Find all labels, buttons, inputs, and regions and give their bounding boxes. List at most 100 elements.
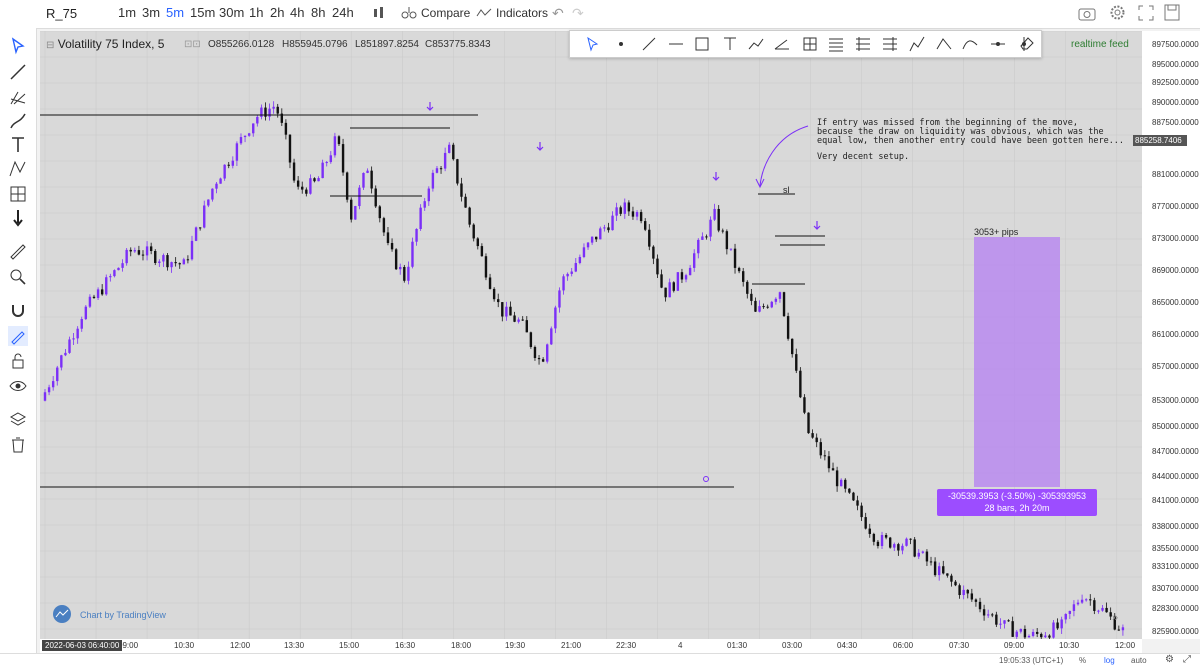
indicators-button[interactable]: Indicators (496, 6, 549, 20)
select-cursor-icon[interactable] (584, 35, 602, 53)
line-icon[interactable] (640, 35, 658, 53)
timeframe-30m[interactable]: 30m (219, 5, 245, 20)
eraser-icon[interactable] (1018, 34, 1036, 52)
redo-icon[interactable]: ↷ (572, 5, 584, 21)
callout-arrowhead (755, 178, 765, 189)
candle-body (105, 277, 108, 295)
indicators-icon[interactable] (476, 6, 492, 20)
price-tick-label: 895000.0000 (1152, 60, 1199, 69)
price-axis[interactable] (1142, 31, 1200, 639)
timeframe-8h[interactable]: 8h (311, 5, 326, 20)
alert-marker (703, 476, 709, 482)
candle-body (913, 539, 916, 557)
candle-body (578, 256, 582, 264)
path-icon[interactable] (747, 35, 765, 53)
trash-icon[interactable] (8, 435, 28, 455)
price-tick-label: 853000.0000 (1152, 396, 1199, 405)
candle-body (737, 267, 741, 272)
pitchfork-icon[interactable] (8, 87, 28, 107)
horizontal-line-icon[interactable] (989, 35, 1007, 53)
fullscreen-icon[interactable] (1138, 5, 1154, 21)
auto-toggle[interactable]: auto (1131, 656, 1147, 665)
log-toggle[interactable]: log (1104, 656, 1115, 665)
settings-icon[interactable]: ⚙ (1165, 654, 1174, 665)
candle-body (1089, 599, 1092, 601)
fullscreen-toggle-icon[interactable]: ⤢ (1183, 654, 1191, 665)
timeframe-1m[interactable]: 1m (118, 5, 137, 20)
magnet-icon[interactable] (8, 301, 28, 321)
dot-icon[interactable] (612, 35, 630, 53)
candle-body (113, 270, 116, 277)
curve-icon[interactable] (961, 35, 979, 53)
brush-icon[interactable] (8, 111, 28, 131)
timeframe-15m[interactable]: 15m (190, 5, 216, 20)
candle-body (999, 623, 1002, 625)
lock-icon[interactable] (8, 351, 28, 371)
timeframe-5m[interactable]: 5m (166, 5, 185, 20)
candle-body (1027, 635, 1031, 638)
time-tick-label: 16:30 (395, 641, 416, 650)
chart-area[interactable] (40, 31, 1142, 639)
candle-body (284, 122, 288, 135)
text-tool-icon[interactable] (8, 135, 28, 155)
candle-body (741, 271, 745, 282)
candle-body (1015, 631, 1018, 637)
callout-arrow (759, 125, 809, 187)
prediction-icon[interactable] (8, 184, 28, 204)
time-axis[interactable] (40, 639, 1142, 653)
scroll-right-icon[interactable]: » (1112, 612, 1119, 624)
candle-body (582, 247, 586, 257)
timeframe-2h[interactable]: 2h (270, 5, 285, 20)
compare-button[interactable]: Compare (421, 6, 471, 20)
candle-body (260, 107, 263, 117)
time-tick-label: 19:30 (505, 641, 526, 650)
brush-tool-icon[interactable] (908, 35, 926, 53)
candle-body (448, 144, 451, 153)
candle-body (558, 290, 561, 308)
settings-gear-icon[interactable] (1109, 4, 1126, 21)
grid-box-icon[interactable] (801, 35, 819, 53)
symbol-label[interactable]: R_75 (46, 6, 78, 21)
timeframe-24h[interactable]: 24h (332, 5, 354, 20)
trend-angle-icon[interactable] (773, 35, 791, 53)
rectangle-icon[interactable] (693, 35, 711, 53)
camera-icon[interactable] (1078, 5, 1096, 21)
text-icon[interactable] (721, 35, 739, 53)
zoom-icon[interactable] (8, 267, 28, 287)
price-tick-label: 835500.0000 (1152, 544, 1199, 553)
save-icon[interactable] (1164, 4, 1180, 21)
fib-extension-icon[interactable] (854, 35, 872, 53)
candle-body (541, 359, 545, 362)
percent-toggle[interactable]: % (1079, 656, 1087, 665)
time-tick-label: 21:00 (561, 641, 582, 650)
ruler-icon[interactable] (8, 242, 28, 262)
undo-icon[interactable]: ↶ (552, 5, 564, 21)
pattern-icon[interactable] (8, 159, 28, 179)
candle-style-icon[interactable] (372, 5, 386, 21)
trend-line-icon[interactable] (8, 62, 28, 82)
fib-retracement-icon[interactable] (827, 35, 845, 53)
price-chart[interactable] (40, 31, 1142, 639)
candle-body (1080, 599, 1084, 603)
candle-body (198, 227, 202, 229)
pitchfan-icon[interactable] (881, 35, 899, 53)
timeframe-1h[interactable]: 1h (249, 5, 264, 20)
pips-label: 3053+ pips (974, 227, 1019, 237)
candle-body (942, 566, 945, 574)
candle-body (141, 254, 145, 256)
time-tick-label: 22:30 (616, 641, 637, 650)
horizontal-ray-icon[interactable] (667, 35, 685, 53)
eye-icon[interactable] (8, 376, 28, 396)
stay-drawing-icon[interactable] (8, 326, 28, 346)
projection-icon[interactable] (935, 35, 953, 53)
timeframe-4h[interactable]: 4h (290, 5, 305, 20)
arrow-down-icon[interactable] (8, 208, 28, 228)
candle-body (701, 236, 704, 240)
collapse-icon[interactable]: ⊟ (46, 40, 55, 51)
layers-icon[interactable] (8, 410, 28, 430)
legend-toggle-icons[interactable]: ⊡⊡ (184, 39, 201, 50)
timeframe-3m[interactable]: 3m (142, 5, 161, 20)
cursor-icon[interactable] (8, 36, 28, 56)
compare-icon[interactable] (400, 5, 418, 21)
candle-body (888, 537, 892, 548)
